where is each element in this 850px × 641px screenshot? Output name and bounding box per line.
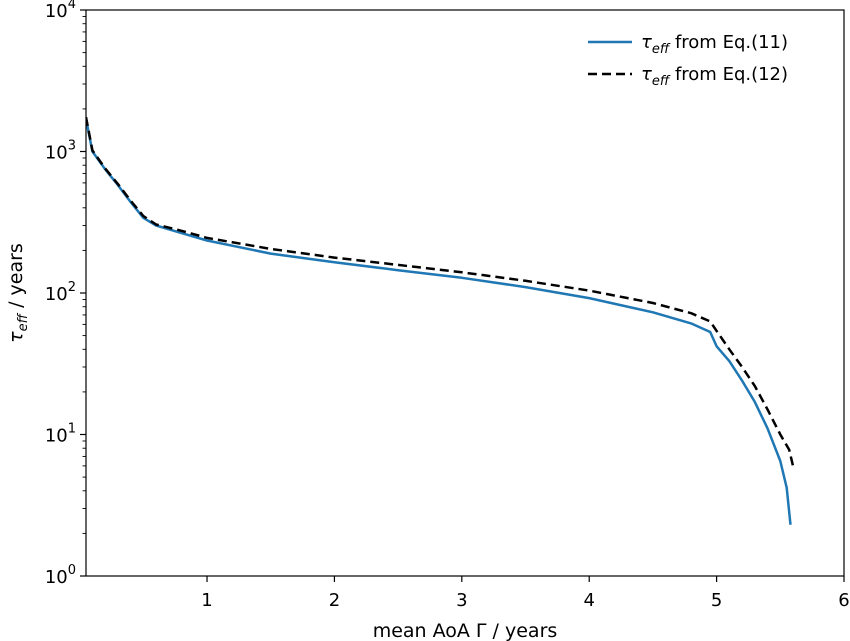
legend-label-eq12: τeff from Eq.(12) [641, 64, 788, 89]
y-axis: 100 101 102 103 104 [45, 0, 86, 588]
x-tick-label: 4 [583, 590, 594, 611]
legend-subscript: eff [652, 42, 671, 57]
legend: τeff from Eq.(11) τeff from Eq.(12) [588, 32, 788, 89]
plot-frame [85, 9, 845, 577]
y-axis-label-subscript: eff [16, 312, 31, 331]
y-tick-label: 101 [45, 422, 76, 447]
legend-symbol: τ [641, 64, 652, 85]
legend-symbol: τ [641, 32, 652, 53]
x-tick-label: 2 [329, 590, 340, 611]
x-tick-label: 3 [456, 590, 467, 611]
plot-area [86, 116, 795, 525]
legend-rest: from Eq.(11) [669, 32, 788, 53]
y-tick-label: 104 [45, 0, 76, 22]
x-tick-label: 6 [838, 590, 849, 611]
legend-label-eq11: τeff from Eq.(11) [641, 32, 788, 57]
x-tick-label: 1 [201, 590, 212, 611]
y-tick-label: 100 [45, 563, 76, 588]
y-tick-label: 103 [45, 139, 76, 164]
x-axis-label: mean AoA Γ / years [373, 620, 558, 641]
y-axis-label-symbol: τ [5, 331, 27, 343]
legend-rest: from Eq.(12) [669, 64, 788, 85]
y-tick-label: 102 [45, 280, 76, 305]
x-axis: 1 2 3 4 5 6 [201, 576, 850, 611]
x-tick-label: 5 [711, 590, 722, 611]
series-line-eq12 [86, 116, 795, 467]
legend-subscript: eff [652, 74, 671, 89]
y-axis-label-rest: / years [5, 243, 27, 314]
series-line-eq11 [86, 118, 792, 525]
y-axis-label: τeff / years [5, 243, 31, 343]
